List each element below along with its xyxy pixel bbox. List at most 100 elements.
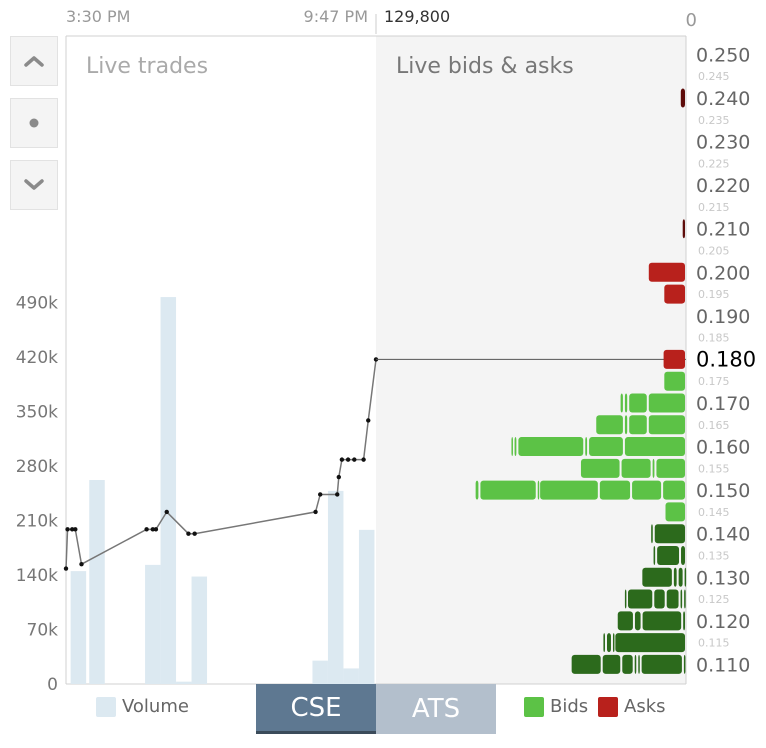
- price-tick-label: 0.200: [696, 262, 750, 284]
- bid-order-bar: [642, 611, 682, 631]
- price-tick-label: 0.120: [696, 611, 750, 633]
- bid-order-bar: [678, 567, 683, 587]
- bid-order-bar: [641, 654, 682, 674]
- price-tick-label: 0.160: [696, 437, 750, 459]
- scroll-down-button[interactable]: [10, 160, 58, 210]
- ask-order-bar: [664, 284, 685, 304]
- trade-point: [192, 531, 197, 536]
- tab-cse[interactable]: CSE: [256, 684, 376, 734]
- bid-order-bar: [684, 567, 687, 587]
- volume-tick-label: 140k: [16, 566, 58, 586]
- bid-order-bar: [665, 502, 685, 522]
- bid-order-bar: [634, 654, 637, 674]
- price-tick-label: 0.170: [696, 393, 750, 415]
- bid-order-bar: [654, 524, 685, 544]
- price-minor-tick-label: 0.205: [698, 244, 730, 257]
- trade-point: [335, 492, 340, 497]
- bid-order-bar: [673, 567, 677, 587]
- trade-point: [366, 418, 371, 423]
- bid-order-bar: [622, 654, 633, 674]
- volume-bar: [191, 576, 208, 684]
- trade-point: [352, 457, 357, 462]
- bid-order-bar: [653, 545, 656, 565]
- price-minor-tick-label: 0.235: [698, 114, 730, 127]
- trade-point: [186, 531, 191, 536]
- trade-point: [361, 457, 366, 462]
- bid-order-bar: [683, 611, 685, 631]
- order-book-background: [376, 36, 686, 684]
- scroll-up-button[interactable]: [10, 36, 58, 86]
- trade-point: [345, 457, 351, 462]
- trade-point: [73, 527, 78, 532]
- price-minor-tick-label: 0.195: [698, 288, 730, 301]
- ask-order-bar: [682, 219, 685, 239]
- bid-order-bar: [596, 415, 623, 435]
- bid-order-bar: [514, 437, 517, 457]
- price-minor-tick-label: 0.245: [698, 70, 730, 83]
- ask-order-bar: [680, 88, 685, 108]
- time-start-label: 3:30 PM: [66, 7, 130, 26]
- chevron-down-icon: [24, 179, 44, 190]
- price-minor-tick-label: 0.115: [698, 637, 730, 650]
- volume-tick-label: 210k: [16, 512, 58, 532]
- volume-bar: [358, 529, 375, 684]
- depth-max-label: 129,800: [384, 7, 450, 26]
- volume-tick-label: 350k: [16, 403, 58, 423]
- bid-order-bar: [680, 589, 683, 609]
- bid-order-bar: [629, 393, 647, 413]
- bid-order-bar: [603, 633, 605, 653]
- trade-point: [65, 527, 70, 532]
- bid-order-bar: [651, 524, 653, 544]
- price-tick-label: 0.140: [696, 524, 750, 546]
- volume-bar: [343, 668, 359, 684]
- bid-order-bar: [602, 654, 621, 674]
- book-title: Live bids & asks: [396, 54, 574, 79]
- center-button[interactable]: [10, 98, 58, 148]
- bid-order-bar: [585, 437, 588, 457]
- price-minor-tick-label: 0.135: [698, 549, 730, 562]
- ask-order-bar: [663, 349, 685, 369]
- price-minor-tick-label: 0.145: [698, 506, 730, 519]
- trade-point: [63, 566, 69, 571]
- legend-volume-label: Volume: [122, 696, 189, 717]
- bid-order-bar: [624, 415, 628, 435]
- last-price-label: 0.180: [696, 347, 756, 371]
- price-minor-tick-label: 0.225: [698, 157, 730, 170]
- volume-tick-label: 70k: [27, 621, 59, 641]
- volume-bar: [70, 571, 87, 684]
- volume-swatch: [96, 696, 116, 717]
- bid-order-bar: [666, 589, 679, 609]
- bid-order-bar: [599, 480, 631, 500]
- price-tick-label: 0.250: [696, 44, 750, 66]
- price-tick-label: 0.130: [696, 567, 750, 589]
- price-tick-label: 0.240: [696, 88, 750, 110]
- bid-order-bar: [652, 458, 655, 478]
- trade-point: [150, 527, 155, 532]
- bid-order-bar: [612, 633, 615, 653]
- bid-order-bar: [634, 611, 641, 631]
- volume-tick-label: 490k: [16, 294, 58, 314]
- price-minor-tick-label: 0.155: [698, 462, 730, 475]
- price-tick-label: 0.110: [696, 654, 750, 676]
- price-tick-label: 0.220: [696, 175, 750, 197]
- trade-point: [318, 492, 323, 497]
- bid-order-bar: [620, 393, 623, 413]
- chevron-up-icon: [24, 56, 44, 67]
- trade-point: [70, 527, 75, 532]
- bid-order-bar: [571, 654, 601, 674]
- price-minor-tick-label: 0.185: [698, 332, 730, 345]
- price-tick-label: 0.150: [696, 480, 750, 502]
- bid-order-bar: [589, 437, 623, 457]
- legend-asks: Asks: [598, 696, 666, 717]
- asks-swatch: [598, 696, 618, 717]
- price-minor-tick-label: 0.215: [698, 201, 730, 214]
- bid-order-bar: [480, 480, 536, 500]
- tab-ats[interactable]: ATS: [376, 684, 496, 734]
- bid-order-bar: [628, 589, 653, 609]
- volume-tick-label: 280k: [16, 457, 58, 477]
- bid-order-bar: [511, 437, 513, 457]
- bid-order-bar: [629, 415, 647, 435]
- bid-order-bar: [664, 371, 685, 391]
